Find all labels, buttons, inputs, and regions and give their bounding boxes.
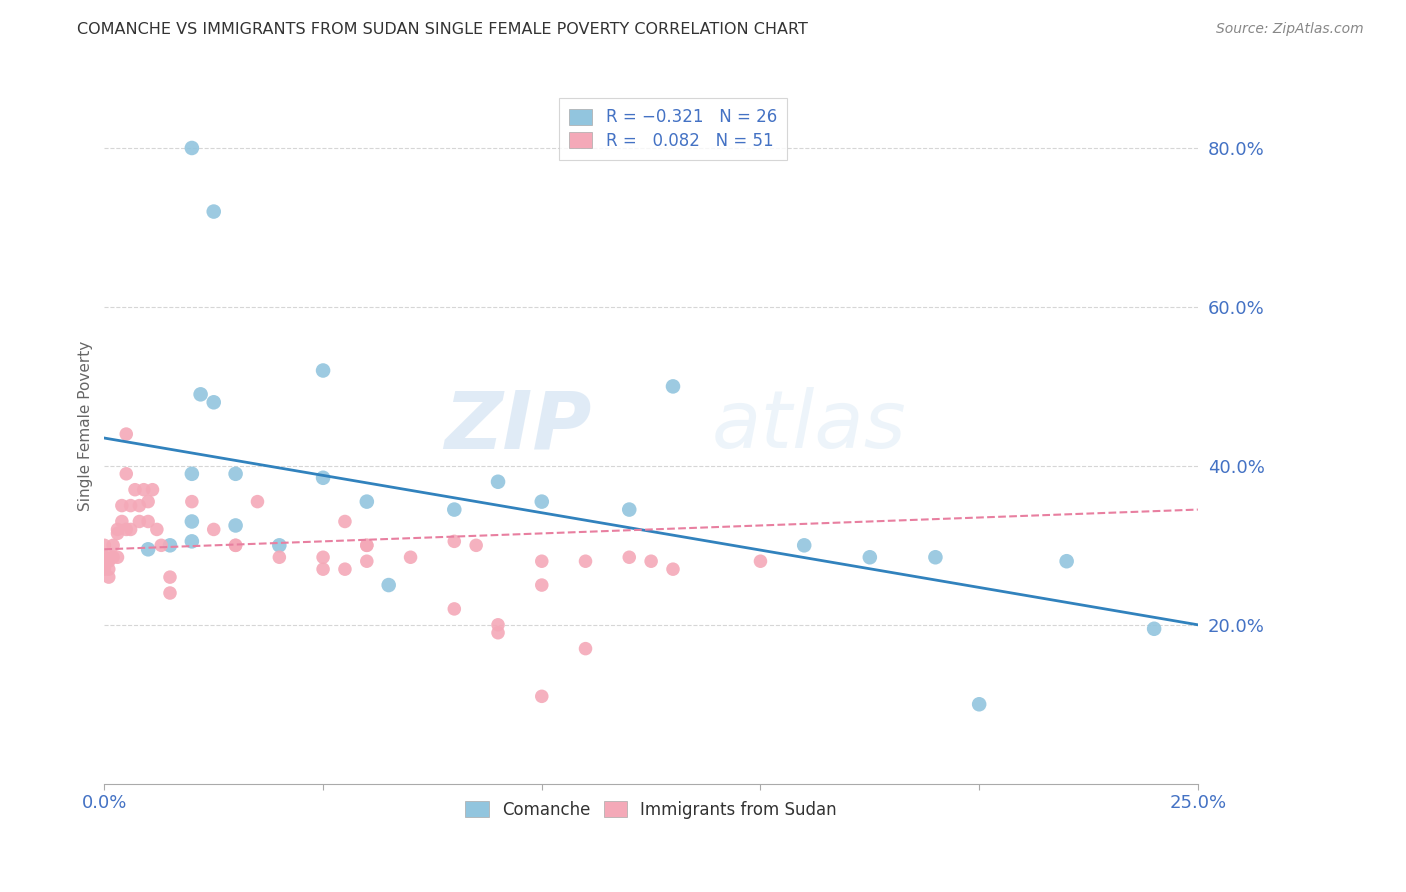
Point [619,550,641,565]
Point [180,494,202,508]
Point [356,538,378,552]
Point [115,523,138,537]
Point [269,550,291,565]
Point [749,554,772,568]
Point [465,538,488,552]
Point [225,538,247,552]
Point [159,586,181,600]
Point [530,578,553,592]
Point [924,550,946,565]
Point [574,641,596,656]
Point [486,617,509,632]
Point [377,578,399,592]
Point [159,538,181,552]
Point [443,502,465,516]
Point [1143,622,1166,636]
Point [202,395,225,409]
Point [486,475,509,489]
Point [136,515,159,529]
Point [111,499,134,513]
Point [356,538,378,552]
Point [107,526,129,541]
Point [97,570,120,584]
Point [312,363,335,377]
Point [1056,554,1078,568]
Point [107,523,129,537]
Point [269,538,291,552]
Point [180,467,202,481]
Point [128,515,150,529]
Point [443,534,465,549]
Point [101,550,124,565]
Text: ZIP: ZIP [444,387,591,465]
Point [180,141,202,155]
Point [333,562,356,576]
Point [190,387,212,401]
Point [486,625,509,640]
Point [530,690,553,704]
Point [93,562,115,576]
Point [356,554,378,568]
Point [793,538,815,552]
Text: Source: ZipAtlas.com: Source: ZipAtlas.com [1216,22,1364,37]
Point [443,602,465,616]
Point [225,467,247,481]
Point [115,467,138,481]
Legend: Comanche, Immigrants from Sudan: Comanche, Immigrants from Sudan [458,794,844,825]
Point [530,554,553,568]
Point [97,550,120,565]
Point [115,427,138,442]
Point [180,515,202,529]
Point [136,542,159,557]
Point [662,379,685,393]
Point [225,538,247,552]
Point [120,499,142,513]
Point [530,494,553,508]
Point [159,570,181,584]
Point [246,494,269,508]
Point [150,538,173,552]
Point [202,204,225,219]
Point [619,502,641,516]
Point [146,523,169,537]
Point [141,483,163,497]
Point [136,494,159,508]
Point [662,562,685,576]
Point [107,550,129,565]
Point [333,515,356,529]
Point [399,550,422,565]
Point [111,515,134,529]
Point [128,499,150,513]
Point [132,483,155,497]
Point [120,523,142,537]
Text: atlas: atlas [711,387,905,465]
Point [180,534,202,549]
Y-axis label: Single Female Poverty: Single Female Poverty [79,341,93,511]
Text: COMANCHE VS IMMIGRANTS FROM SUDAN SINGLE FEMALE POVERTY CORRELATION CHART: COMANCHE VS IMMIGRANTS FROM SUDAN SINGLE… [77,22,808,37]
Point [97,562,120,576]
Point [640,554,662,568]
Point [202,523,225,537]
Point [312,562,335,576]
Point [93,550,115,565]
Point [356,494,378,508]
Point [574,554,596,568]
Point [312,471,335,485]
Point [312,550,335,565]
Point [97,554,120,568]
Point [859,550,882,565]
Point [225,518,247,533]
Point [101,538,124,552]
Point [93,538,115,552]
Point [124,483,146,497]
Point [967,698,990,712]
